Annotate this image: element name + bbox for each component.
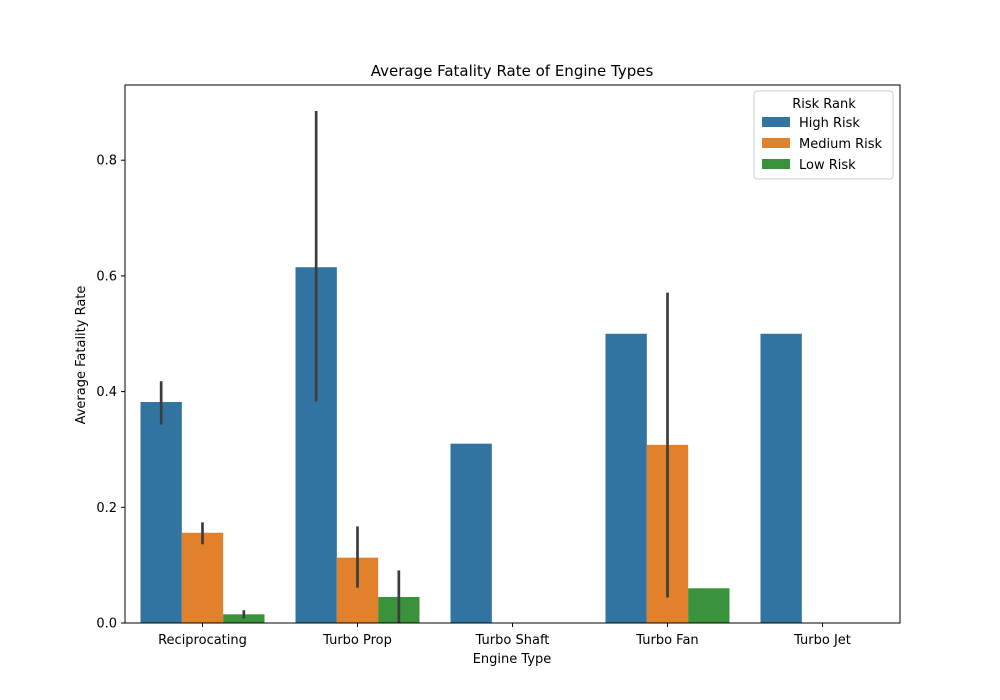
x-tick-label: Turbo Fan — [635, 633, 698, 648]
x-tick-label: Turbo Jet — [793, 633, 851, 648]
legend: Risk Rank High Risk Medium Risk Low Risk — [753, 90, 894, 180]
x-tick-label: Turbo Shaft — [475, 633, 550, 648]
legend-swatch — [762, 117, 790, 127]
y-axis-label: Average Fatality Rate — [74, 286, 89, 425]
plot-area: 0.0 0.2 0.4 0.6 0.8 Reciprocating Turbo Prop Tu… — [96, 84, 901, 648]
bar — [140, 402, 182, 623]
legend-frame — [753, 90, 894, 180]
bar — [450, 443, 492, 623]
x-tick-label: Reciprocating — [158, 633, 247, 648]
x-tick-label: Turbo Prop — [322, 633, 392, 648]
legend-title: Risk Rank — [792, 97, 856, 112]
bar — [223, 614, 265, 623]
legend-label: Low Risk — [799, 158, 856, 173]
legend-swatch — [762, 138, 790, 148]
x-axis-label: Engine Type — [473, 652, 552, 667]
legend-swatch — [762, 159, 790, 169]
y-tick-label: 0.6 — [96, 269, 117, 284]
y-tick-label: 0.4 — [96, 385, 117, 400]
bar — [181, 532, 224, 623]
bar — [605, 333, 647, 623]
legend-label: Medium Risk — [799, 137, 883, 152]
bar — [688, 588, 730, 623]
y-tick-label: 0.8 — [96, 154, 117, 169]
legend-label: High Risk — [799, 116, 860, 131]
y-tick-label: 0.0 — [96, 617, 117, 632]
bar — [760, 333, 802, 623]
y-tick-label: 0.2 — [96, 501, 117, 516]
chart-title: Average Fatality Rate of Engine Types — [371, 62, 654, 80]
